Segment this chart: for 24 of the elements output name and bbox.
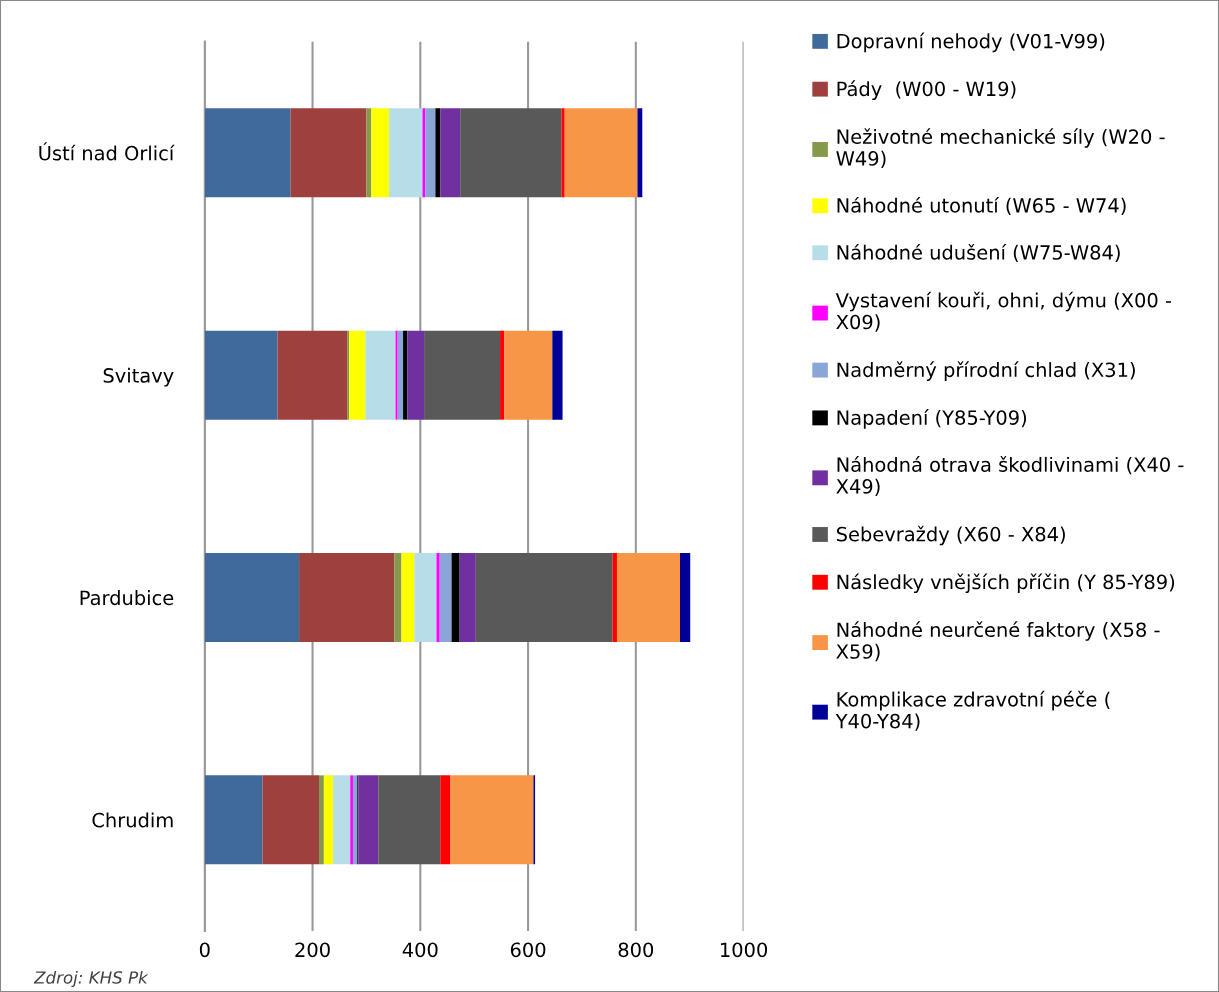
legend-label: Náhodné neurčené faktory (X58 - X59) <box>836 621 1160 662</box>
x-tick-label: 200 <box>295 942 330 958</box>
legend-label: Komplikace zdravotní péče ( Y40-Y84) <box>835 690 1110 731</box>
x-tick-label: 400 <box>402 942 438 958</box>
legend-label: Napadení (Y85-Y09) <box>837 409 1027 429</box>
legend-label: Dopravní nehody (V01-V99) <box>837 32 1105 53</box>
legend-label: Pády (W00 - W19) <box>837 80 1016 100</box>
x-tick-label: 800 <box>618 942 654 958</box>
x-tick-label: 0 <box>199 942 210 958</box>
legend-label: Následky vnějších příčin (Y 85-Y89) <box>837 573 1175 594</box>
legend-label: Sebevraždy (X60 - X84) <box>836 525 1065 546</box>
legend-label: Nadměrný přírodní chlad (X31) <box>837 361 1135 381</box>
legend-label: Neživotné mechanické síly (W20 - W49) <box>836 128 1165 169</box>
legend-label: Náhodné utonutí (W65 - W74) <box>837 196 1126 216</box>
y-tick-label: Svitavy <box>103 367 174 387</box>
legend-label: Náhodné udušení (W75-W84) <box>837 243 1120 263</box>
y-tick-label: Ústí nad Orlicí <box>39 142 175 161</box>
y-tick-label: Chrudim <box>92 812 173 828</box>
x-tick-label: 600 <box>510 942 546 958</box>
text: Zdroj: KHS Pk <box>33 970 149 988</box>
legend-label: Vystavení kouři, ohni, dýmu (X00 - X09) <box>835 291 1172 332</box>
y-tick-label: Pardubice <box>80 590 174 606</box>
x-tick-label: 1000 <box>720 942 768 958</box>
legend-label: Náhodná otrava škodlivinami (X40 - X49) <box>836 456 1184 497</box>
